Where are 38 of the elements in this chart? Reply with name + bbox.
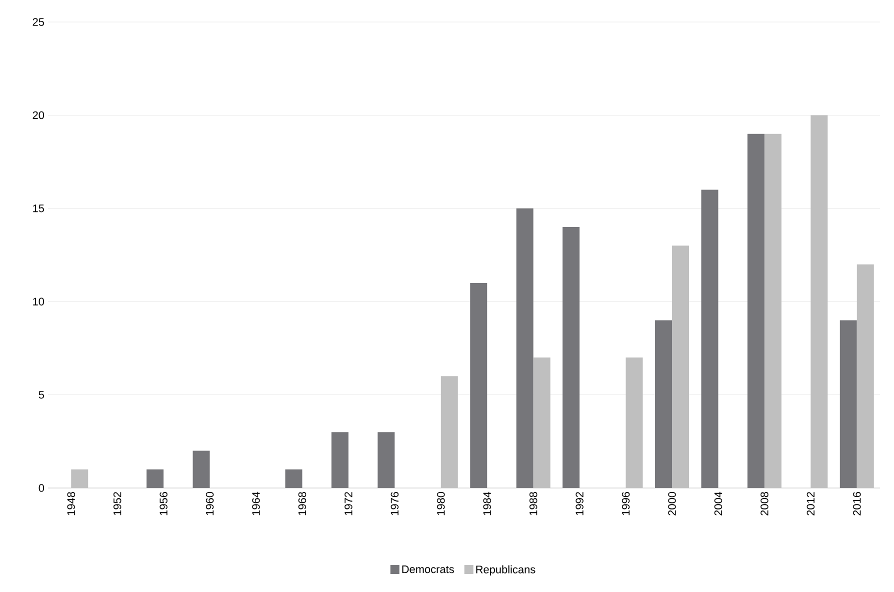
bar — [516, 208, 534, 488]
y-tick-label: 10 — [33, 298, 44, 306]
legend-label: Republicans — [476, 565, 536, 576]
bar — [840, 320, 857, 488]
x-tick-label: 1988 — [529, 492, 538, 516]
x-tick-label: 2012 — [806, 492, 815, 516]
legend-label: Democrats — [402, 566, 454, 574]
y-tick-label: 25 — [32, 18, 44, 26]
bar — [562, 227, 580, 488]
bar — [655, 320, 672, 488]
x-tick-label: 1972 — [344, 492, 352, 516]
x-tick-label: 2008 — [760, 492, 768, 516]
x-tick-label: 1948 — [67, 492, 75, 516]
y-tick-label: 5 — [38, 390, 44, 399]
x-tick-label: 2000 — [668, 492, 676, 516]
x-tick-label: 1964 — [252, 492, 260, 516]
y-tick-label: 15 — [33, 204, 44, 212]
bar — [146, 469, 164, 488]
bar — [192, 450, 210, 488]
x-tick-label: 2004 — [714, 492, 722, 516]
x-tick-label: 1968 — [298, 492, 306, 516]
y-tick-label: 0 — [38, 484, 44, 492]
x-tick-label: 2016 — [853, 492, 861, 516]
bar — [331, 432, 348, 488]
x-tick-label: 1960 — [206, 492, 214, 516]
x-tick-label: 1952 — [113, 492, 122, 516]
x-tick-label: 1984 — [483, 492, 491, 516]
x-tick-label: 1980 — [437, 492, 445, 516]
bar — [747, 134, 764, 488]
y-tick-label: 20 — [32, 111, 44, 120]
x-tick-label: 1996 — [622, 492, 630, 516]
x-tick-label: 1976 — [390, 492, 399, 516]
bar — [378, 432, 395, 488]
bar — [285, 469, 302, 488]
bar — [470, 282, 488, 488]
x-tick-label: 1956 — [160, 492, 168, 516]
bar — [701, 190, 718, 488]
x-tick-label: 1992 — [576, 492, 584, 516]
